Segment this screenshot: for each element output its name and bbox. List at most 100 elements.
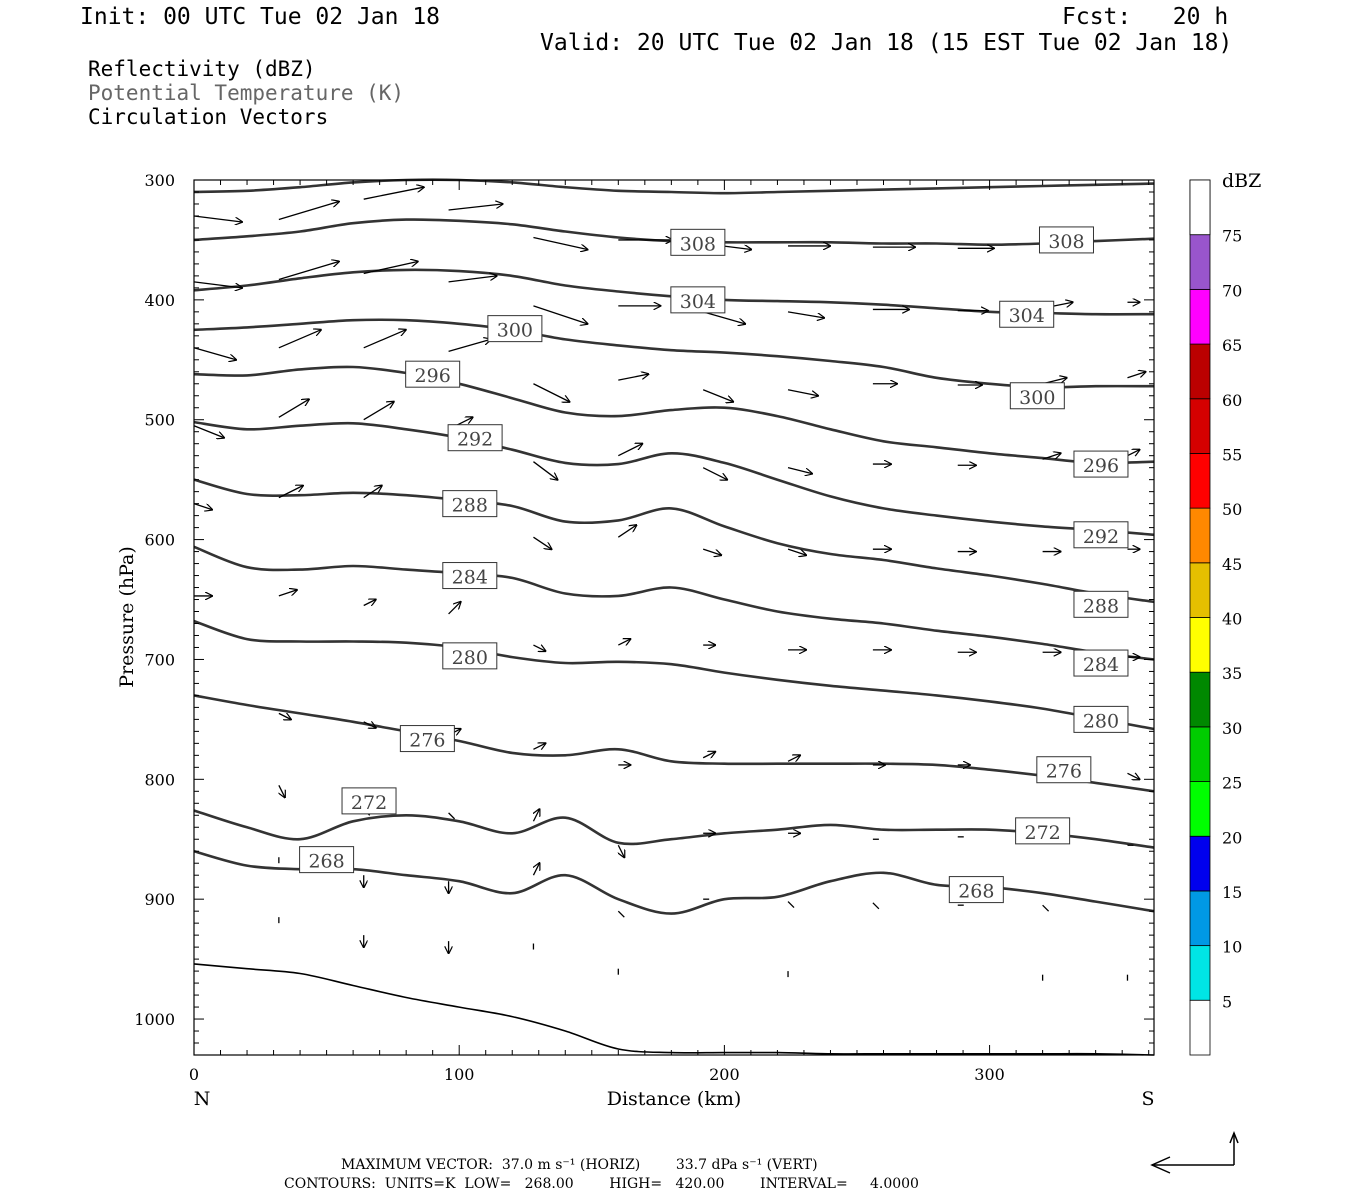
- theta-contour-312: [193, 178, 1155, 195]
- colorbar-segment: [1189, 288, 1211, 345]
- contour-label-box: [999, 300, 1055, 328]
- circulation-vector: [363, 261, 418, 275]
- axes: 0 100 200 300 300 400 500 600 700 800 900 1000: [134, 171, 1154, 1084]
- contour-label-text: 308: [1048, 231, 1084, 253]
- contour-label-box: [1038, 226, 1094, 254]
- contour-label-box: [1073, 590, 1129, 618]
- south-label: S: [1141, 1088, 1154, 1110]
- contour-label-text: 300: [497, 320, 533, 342]
- circulation-vector: [1042, 453, 1061, 460]
- init-time: Init: 00 UTC Tue 02 Jan 18: [80, 4, 441, 30]
- contour-label: 284: [1073, 649, 1129, 677]
- circulation-vector: [448, 276, 497, 283]
- colorbar-level-label: 25: [1222, 774, 1242, 793]
- colorbar-level-label: 10: [1222, 938, 1242, 957]
- colorbar-level-label: 55: [1222, 445, 1242, 464]
- field-circulation-vectors: Circulation Vectors: [88, 105, 329, 129]
- contour-label-box: [1073, 705, 1129, 733]
- circulation-vector: [702, 389, 733, 402]
- colorbar-segment: [1189, 999, 1211, 1056]
- circulation-vector: [533, 236, 587, 250]
- contour-label: 268: [948, 876, 1004, 904]
- circulation-vector: [278, 261, 339, 281]
- contour-label: 276: [399, 725, 455, 753]
- x-tick-label: 200: [709, 1065, 740, 1084]
- dbz-colorbar: 5 10 15 20 25 30 35 40 45 50 55 60 65 70 75: [1189, 179, 1242, 1056]
- theta-contour-276: [193, 694, 1155, 793]
- contour-label-text: 304: [1009, 305, 1045, 327]
- y-axis-label: Pressure (hPa): [116, 546, 138, 688]
- contour-label: 288: [1073, 590, 1129, 618]
- colorbar-unit: dBZ: [1222, 170, 1261, 192]
- circulation-vector: [617, 910, 625, 918]
- contour-label-text: 272: [1024, 822, 1060, 844]
- contour-label-text: 280: [1083, 710, 1119, 732]
- circulation-vector: [448, 602, 461, 615]
- surface-line: [193, 963, 1155, 1056]
- contour-label-box: [1073, 521, 1129, 549]
- circulation-vector: [533, 809, 539, 822]
- contour-label-text: 304: [680, 291, 716, 313]
- x-tick-label: 0: [189, 1065, 199, 1084]
- circulation-vector: [363, 722, 376, 728]
- x-tick-label: 100: [444, 1065, 475, 1084]
- contour-label: 300: [1009, 382, 1065, 410]
- contour-label: 272: [341, 787, 397, 815]
- colorbar-level-label: 70: [1222, 281, 1242, 300]
- contour-label: 300: [487, 315, 543, 343]
- theta-contour-296: [193, 365, 1155, 465]
- y-tick-label: 900: [144, 890, 175, 909]
- colorbar-segment: [1189, 781, 1211, 837]
- theta-contour-292: [193, 420, 1155, 537]
- circulation-vector: [193, 503, 212, 510]
- colorbar-level-label: 50: [1222, 500, 1242, 519]
- valid-time: Valid: 20 UTC Tue 02 Jan 18 (15 EST Tue …: [540, 30, 1233, 56]
- circulation-vector: [363, 486, 382, 499]
- contour-label-box: [1073, 450, 1129, 478]
- contour-label: 296: [1073, 450, 1129, 478]
- circulation-vector: [702, 752, 715, 758]
- circulation-vector: [1127, 773, 1139, 779]
- contour-label-box: [299, 846, 355, 874]
- contour-label-box: [442, 490, 498, 518]
- contour-label: 276: [1036, 756, 1092, 784]
- contour-label-text: 296: [415, 365, 451, 387]
- circulation-vector: [787, 901, 795, 909]
- contour-label: 296: [405, 360, 461, 388]
- contour-label: 304: [670, 286, 726, 314]
- circulation-vector: [363, 330, 406, 349]
- circulation-vector: [363, 600, 376, 606]
- theta-contour-272: [193, 809, 1155, 849]
- circulation-vector: [787, 467, 812, 474]
- contour-label-text: 272: [351, 792, 387, 814]
- colorbar-segment: [1189, 453, 1211, 509]
- theta-contour-280: [193, 619, 1155, 731]
- y-tick-label: 1000: [134, 1010, 175, 1029]
- circulation-vector: [278, 713, 291, 719]
- colorbar-level-label: 40: [1222, 610, 1242, 629]
- circulation-vector: [617, 525, 636, 538]
- circulation-vector: [787, 389, 818, 396]
- contour-label-box: [405, 360, 461, 388]
- contour-label-text: 296: [1083, 455, 1119, 477]
- contour-label: 288: [442, 490, 498, 518]
- contour-labels: 308 308 304 304 300 300 296 296 292 292 288 288 284 2…: [299, 226, 1129, 904]
- contour-label-text: 300: [1019, 387, 1055, 409]
- circulation-vector: [702, 548, 721, 555]
- circulation-vector: [618, 639, 630, 645]
- colorbar-segment: [1189, 234, 1211, 290]
- contour-label-text: 292: [457, 429, 493, 451]
- contour-label-box: [1036, 756, 1092, 784]
- colorbar-segment: [1189, 343, 1211, 400]
- colorbar-level-label: 65: [1222, 336, 1242, 355]
- circulation-vector: [1042, 904, 1050, 912]
- reference-vector-horizontal-head: [1150, 1156, 1171, 1174]
- circulation-vector: [193, 425, 224, 438]
- circulation-vector: [278, 590, 297, 597]
- colorbar-segment: [1189, 945, 1211, 1001]
- circulation-vector: [787, 755, 800, 761]
- circulation-vector: [279, 785, 285, 797]
- circulation-vector: [533, 743, 545, 749]
- colorbar-segment: [1189, 726, 1211, 782]
